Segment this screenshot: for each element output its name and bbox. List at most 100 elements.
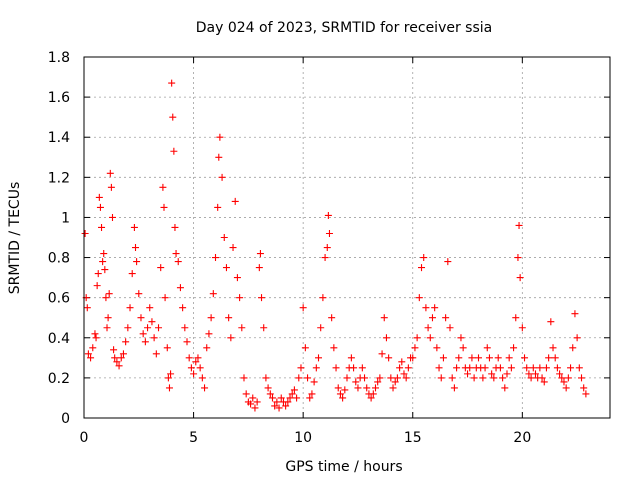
data-point xyxy=(196,364,204,372)
y-tick-label: 1.8 xyxy=(48,50,70,66)
data-point xyxy=(499,374,507,382)
data-point xyxy=(155,324,163,332)
data-point xyxy=(382,334,390,342)
data-point xyxy=(571,310,579,318)
data-point xyxy=(264,384,272,392)
data-point xyxy=(483,344,491,352)
data-point xyxy=(444,258,452,266)
data-point xyxy=(352,378,360,386)
y-tick-label: 0.6 xyxy=(48,291,70,307)
data-point xyxy=(181,324,189,332)
data-point xyxy=(187,364,195,372)
x-tick-label: 15 xyxy=(404,430,422,446)
data-point xyxy=(324,211,332,219)
data-point xyxy=(578,374,586,382)
data-point xyxy=(253,398,261,406)
data-point xyxy=(212,254,219,262)
data-point xyxy=(409,354,417,362)
data-point xyxy=(507,364,515,372)
data-point xyxy=(479,374,487,382)
data-point xyxy=(284,398,292,406)
data-point xyxy=(343,374,351,382)
data-point xyxy=(304,374,312,382)
data-point xyxy=(238,324,246,332)
data-point xyxy=(183,338,191,346)
data-point xyxy=(448,374,456,382)
data-point xyxy=(174,258,182,266)
data-point xyxy=(215,153,223,161)
data-point xyxy=(404,364,412,372)
data-point xyxy=(439,354,447,362)
data-point xyxy=(431,304,439,312)
data-point xyxy=(481,364,489,372)
data-point xyxy=(96,203,104,211)
y-tick-label: 1.4 xyxy=(48,130,70,146)
data-point xyxy=(542,364,550,372)
data-point xyxy=(119,350,127,358)
data-point xyxy=(529,364,537,372)
data-point xyxy=(102,294,110,302)
data-point xyxy=(512,314,520,322)
data-point xyxy=(433,344,441,352)
data-point xyxy=(385,354,393,362)
data-point xyxy=(540,378,548,386)
data-point xyxy=(464,370,472,378)
data-point xyxy=(83,304,91,312)
data-point xyxy=(485,354,493,362)
data-point xyxy=(277,394,285,402)
data-point xyxy=(562,384,570,392)
data-point xyxy=(137,314,145,322)
data-point xyxy=(389,384,397,392)
data-point xyxy=(167,370,175,378)
data-point xyxy=(93,282,101,290)
data-point xyxy=(255,264,263,272)
data-point xyxy=(551,354,559,362)
data-point xyxy=(227,334,235,342)
data-point xyxy=(104,314,112,322)
data-point xyxy=(334,384,342,392)
y-tick-label: 1.2 xyxy=(48,170,70,186)
data-point xyxy=(92,334,100,342)
data-point xyxy=(315,354,323,362)
data-point xyxy=(328,314,336,322)
data-point xyxy=(470,374,478,382)
data-point xyxy=(150,334,158,342)
data-point xyxy=(141,338,149,346)
data-point xyxy=(293,394,301,402)
data-point xyxy=(580,384,588,392)
data-point xyxy=(400,370,408,378)
data-point xyxy=(518,324,526,332)
data-point xyxy=(273,398,281,406)
data-point xyxy=(231,197,239,205)
data-point xyxy=(450,384,458,392)
data-point xyxy=(376,374,384,382)
data-point xyxy=(100,250,108,258)
data-point xyxy=(117,354,125,362)
data-point xyxy=(339,394,347,402)
data-point xyxy=(393,374,401,382)
data-point xyxy=(148,318,156,326)
data-point xyxy=(466,364,474,372)
data-point xyxy=(111,354,119,362)
data-point xyxy=(553,364,561,372)
plot-frame xyxy=(83,56,611,419)
data-point xyxy=(446,324,454,332)
data-point xyxy=(336,390,344,398)
x-tick-label: 10 xyxy=(294,430,312,446)
y-tick-label: 0.4 xyxy=(48,331,70,347)
data-point xyxy=(350,364,358,372)
data-point xyxy=(168,79,176,87)
data-point xyxy=(371,384,379,392)
data-point xyxy=(98,223,106,231)
data-point xyxy=(297,364,305,372)
data-point xyxy=(341,386,349,394)
data-point xyxy=(575,364,583,372)
data-point xyxy=(94,270,102,278)
data-point xyxy=(558,374,566,382)
data-point xyxy=(124,324,132,332)
data-point xyxy=(275,404,283,412)
data-point xyxy=(317,324,325,332)
data-point xyxy=(268,394,276,402)
data-point xyxy=(354,384,362,392)
data-point xyxy=(216,133,224,141)
